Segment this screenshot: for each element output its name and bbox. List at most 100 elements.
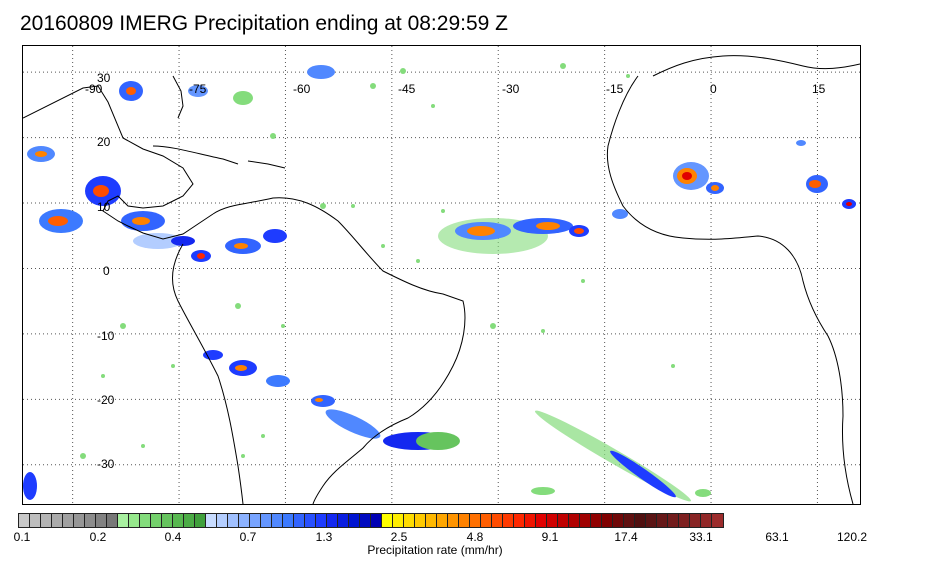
colorbar-cell bbox=[690, 514, 701, 527]
colorbar-cell bbox=[261, 514, 272, 527]
precipitation-layer bbox=[23, 63, 856, 502]
lon-label: -15 bbox=[606, 82, 624, 96]
lon-label: -90 bbox=[85, 82, 103, 96]
coast-north-america bbox=[23, 85, 214, 240]
colorbar-cell bbox=[239, 514, 250, 527]
colorbar-cell bbox=[327, 514, 338, 527]
colorbar-cell bbox=[140, 514, 151, 527]
colorbar-cell bbox=[503, 514, 514, 527]
colorbar-cell bbox=[316, 514, 327, 527]
lon-label: -60 bbox=[293, 82, 311, 96]
colorbar-cell bbox=[217, 514, 228, 527]
colorbar-tick-label: 17.4 bbox=[614, 530, 638, 544]
colorbar-tick-label: 0.4 bbox=[164, 530, 182, 544]
coast-south-america bbox=[172, 197, 466, 504]
coast-africa bbox=[606, 55, 860, 504]
coast-hispaniola bbox=[247, 160, 286, 169]
colorbar-tick-label: 0.2 bbox=[89, 530, 107, 544]
colorbar-cell bbox=[613, 514, 624, 527]
colorbar-cell bbox=[536, 514, 547, 527]
colorbar-cell bbox=[250, 514, 261, 527]
map-panel[interactable]: -90 -75 -60 -45 -30 -15 0 15 30 20 10 0 … bbox=[22, 45, 861, 505]
colorbar-tick-label: 9.1 bbox=[541, 530, 559, 544]
colorbar-cell bbox=[382, 514, 393, 527]
precip-west-africa bbox=[673, 140, 856, 209]
colorbar-cell bbox=[272, 514, 283, 527]
colorbar-cell bbox=[107, 514, 118, 527]
colorbar-cell bbox=[294, 514, 305, 527]
colorbar-cell bbox=[129, 514, 140, 527]
coast-cuba bbox=[152, 145, 239, 165]
precip-central-america bbox=[27, 65, 335, 262]
colorbar-cell bbox=[162, 514, 173, 527]
colorbar-cell bbox=[283, 514, 294, 527]
lat-label: 0 bbox=[103, 264, 110, 278]
colorbar-cell bbox=[184, 514, 195, 527]
colorbar-cell bbox=[492, 514, 503, 527]
colorbar-cell bbox=[151, 514, 162, 527]
colorbar-cell bbox=[118, 514, 129, 527]
lat-label: 20 bbox=[97, 135, 111, 149]
colorbar-cell bbox=[404, 514, 415, 527]
colorbar-cell bbox=[349, 514, 360, 527]
lon-label: 0 bbox=[710, 82, 717, 96]
lon-label: 15 bbox=[812, 82, 826, 96]
colorbar-cell bbox=[96, 514, 107, 527]
coast-florida bbox=[172, 75, 184, 119]
colorbar-cell bbox=[63, 514, 74, 527]
colorbar-tick-label: 33.1 bbox=[689, 530, 713, 544]
lat-label: -30 bbox=[97, 457, 115, 471]
colorbar-cell bbox=[470, 514, 481, 527]
colorbar-tick-label: 0.7 bbox=[239, 530, 257, 544]
lat-label: 30 bbox=[97, 71, 111, 85]
colorbar-cell bbox=[228, 514, 239, 527]
colorbar-cell bbox=[712, 514, 723, 527]
colorbar-cell bbox=[558, 514, 569, 527]
precip-south-atlantic bbox=[531, 410, 711, 502]
precip-itcz-band bbox=[438, 209, 628, 254]
colorbar-cell bbox=[591, 514, 602, 527]
precip-south-america bbox=[23, 350, 460, 500]
map-canvas[interactable]: -90 -75 -60 -45 -30 -15 0 15 30 20 10 0 … bbox=[23, 46, 860, 504]
colorbar-cell bbox=[580, 514, 591, 527]
coastlines bbox=[23, 55, 860, 504]
graticule-labels: -90 -75 -60 -45 -30 -15 0 15 30 20 10 0 … bbox=[85, 71, 826, 471]
lon-label: -75 bbox=[189, 82, 207, 96]
precip-scatter bbox=[80, 63, 675, 459]
colorbar-cell bbox=[547, 514, 558, 527]
colorbar-cell bbox=[602, 514, 613, 527]
colorbar-cell bbox=[371, 514, 382, 527]
colorbar-cell bbox=[74, 514, 85, 527]
lon-label: -30 bbox=[502, 82, 520, 96]
colorbar-cell bbox=[569, 514, 580, 527]
colorbar-cell bbox=[173, 514, 184, 527]
colorbar-cell bbox=[646, 514, 657, 527]
colorbar-tick-label: 2.5 bbox=[390, 530, 408, 544]
lat-label: -10 bbox=[97, 329, 115, 343]
colorbar-cell bbox=[360, 514, 371, 527]
colorbar-cell bbox=[338, 514, 349, 527]
colorbar-caption: Precipitation rate (mm/hr) bbox=[367, 543, 503, 557]
colorbar-cell bbox=[635, 514, 646, 527]
colorbar-cell bbox=[85, 514, 96, 527]
colorbar-cell bbox=[393, 514, 404, 527]
colorbar-cell bbox=[514, 514, 525, 527]
colorbar-cell bbox=[437, 514, 448, 527]
colorbar-cell bbox=[426, 514, 437, 527]
colorbar-cell bbox=[41, 514, 52, 527]
colorbar-cell bbox=[668, 514, 679, 527]
colorbar-cell bbox=[195, 514, 206, 527]
lat-label: -20 bbox=[97, 393, 115, 407]
colorbar-cell bbox=[52, 514, 63, 527]
colorbar-cell bbox=[624, 514, 635, 527]
colorbar-tick-label: 120.2 bbox=[836, 530, 868, 544]
colorbar-cell bbox=[19, 514, 30, 527]
colorbar-cell bbox=[481, 514, 492, 527]
page-title: 20160809 IMERG Precipitation ending at 0… bbox=[20, 12, 508, 35]
colorbar-tick-label: 1.3 bbox=[315, 530, 333, 544]
colorbar-cell bbox=[415, 514, 426, 527]
colorbar-tick-label: 0.1 bbox=[13, 530, 31, 544]
colorbar-cell bbox=[206, 514, 217, 527]
colorbar-tick-label: 4.8 bbox=[466, 530, 484, 544]
colorbar-cell bbox=[448, 514, 459, 527]
